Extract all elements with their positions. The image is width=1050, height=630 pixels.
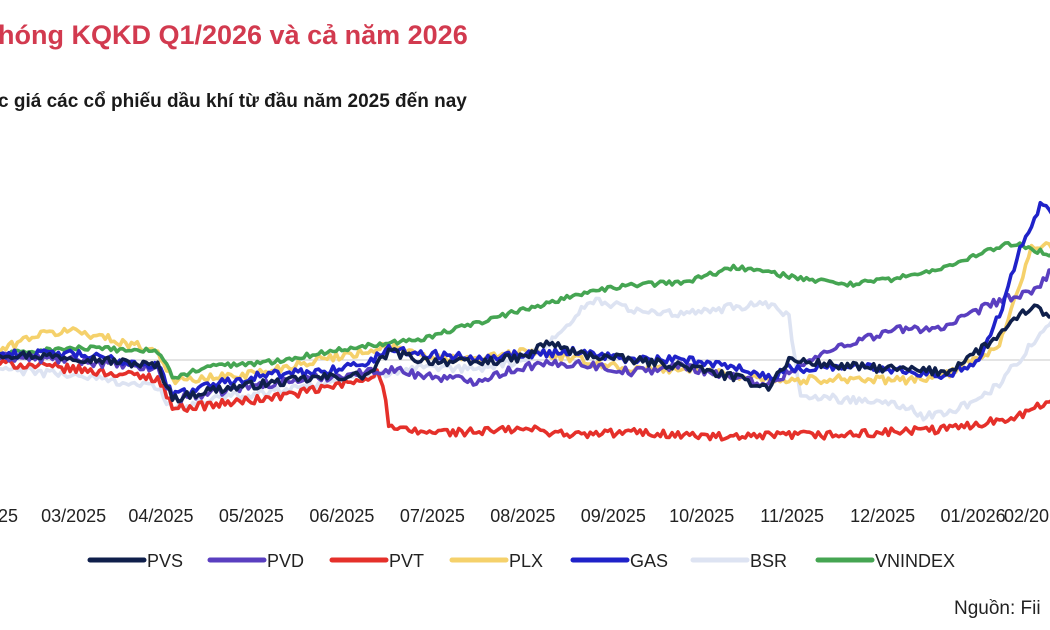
x-tick-label: 04/2025	[128, 506, 193, 526]
legend-item-pvt: PVT	[329, 551, 424, 571]
x-tick-label: 03/2025	[41, 506, 106, 526]
legend-item-gas: GAS	[570, 551, 668, 571]
legend-label: GAS	[630, 551, 668, 571]
x-tick-label: 25	[0, 506, 18, 526]
legend-label: PVD	[267, 551, 304, 571]
series-line-plx	[0, 241, 1050, 386]
x-tick-label: 02/20	[1004, 506, 1049, 526]
legend-label: PVT	[389, 551, 424, 571]
page-title: hóng KQKD Q1/2026 và cả năm 2026	[0, 20, 468, 50]
series-line-vnindex	[0, 241, 1050, 380]
legend-item-bsr: BSR	[690, 551, 787, 571]
legend-item-plx: PLX	[449, 551, 543, 571]
x-tick-label: 10/2025	[669, 506, 734, 526]
legend-item-pvs: PVS	[87, 551, 183, 571]
legend-item-vnindex: VNINDEX	[815, 551, 955, 571]
legend-label: VNINDEX	[875, 551, 955, 571]
legend-label: PLX	[509, 551, 543, 571]
x-tick-label: 08/2025	[490, 506, 555, 526]
series-line-bsr	[0, 296, 1050, 422]
x-tick-label: 05/2025	[219, 506, 284, 526]
x-tick-label: 06/2025	[309, 506, 374, 526]
series-line-pvt	[0, 358, 1050, 442]
series-line-pvs	[0, 303, 1050, 404]
chart-subtitle: c giá các cổ phiếu dầu khí từ đầu năm 20…	[0, 91, 467, 112]
legend-label: PVS	[147, 551, 183, 571]
legend-item-pvd: PVD	[207, 551, 304, 571]
x-tick-label: 01/2026	[941, 506, 1006, 526]
source-note: Nguồn: Fii	[954, 598, 1041, 619]
x-tick-label: 07/2025	[400, 506, 465, 526]
x-tick-label: 11/2025	[760, 506, 824, 526]
x-tick-label: 12/2025	[850, 506, 915, 526]
x-tick-label: 09/2025	[581, 506, 646, 526]
legend-label: BSR	[750, 551, 787, 571]
